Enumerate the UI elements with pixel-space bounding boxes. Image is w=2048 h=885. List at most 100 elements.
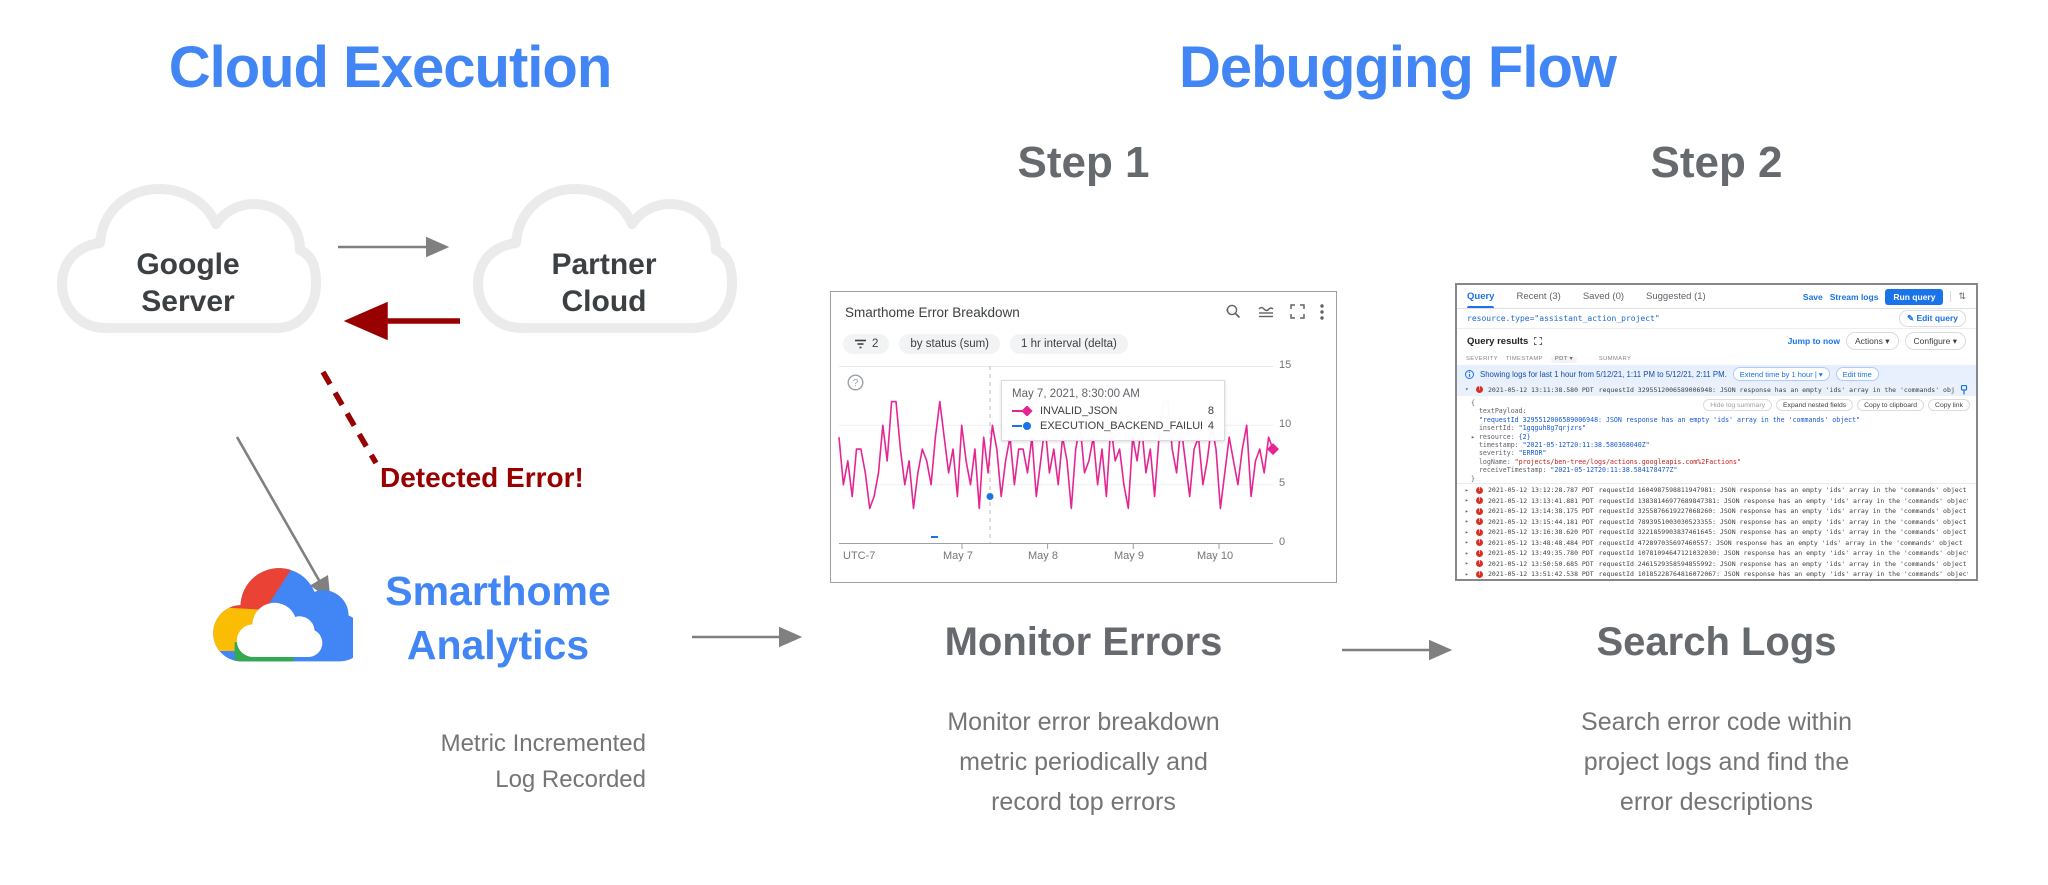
logs-explorer-panel: Query Recent (3) Saved (0) Suggested (1)…: [1455, 283, 1978, 581]
y-tick-15: 15: [1279, 359, 1292, 371]
help-icon[interactable]: ?: [847, 374, 864, 391]
x-tick-may10: May 10: [1197, 550, 1234, 562]
error-severity-icon: !: [1476, 518, 1483, 526]
log-entry-row[interactable]: ▸! 2021-05-12 13:48:48.484 PDT requestId 4…: [1457, 538, 1976, 549]
actions-dropdown[interactable]: Actions ▾: [1845, 332, 1899, 350]
expand-caret-icon[interactable]: ▸: [1465, 518, 1469, 526]
info-icon: [1465, 369, 1474, 379]
google-server-label: Google Server: [136, 247, 240, 319]
col-severity: SEVERITY: [1466, 356, 1498, 362]
timezone-chip[interactable]: PDT ▾: [1550, 355, 1577, 363]
kebab-menu-icon[interactable]: [1320, 303, 1324, 320]
json-line: logName: "projects/ben-tree/logs/actions…: [1471, 457, 1741, 466]
chart-tooltip: May 7, 2021, 8:30:00 AM INVALID_JSON 8 E…: [1001, 380, 1225, 441]
run-query-button[interactable]: Run query: [1885, 288, 1944, 305]
error-severity-icon: !: [1476, 570, 1483, 578]
log-entry-row-expanded[interactable]: ▾ ! 2021-05-12 13:11:38.580 PDT requestI…: [1457, 383, 1976, 396]
invalid-json-series-line: [838, 400, 1274, 510]
json-line-resource-expandable[interactable]: ▸ resource: {2}: [1471, 432, 1531, 441]
tab-saved[interactable]: Saved (0): [1582, 291, 1625, 302]
fullscreen-icon[interactable]: [1290, 304, 1305, 319]
monitor-errors-description: Monitor error breakdown metric periodica…: [947, 708, 1220, 816]
log-summary: requestId 13838146977689847381: JSON res…: [1598, 496, 1968, 505]
log-timestamp: 2021-05-12 13:48:48.484 PDT: [1488, 538, 1594, 547]
y-tick-10: 10: [1279, 418, 1292, 430]
time-range-text: Showing logs for last 1 hour from 5/12/2…: [1480, 369, 1727, 379]
error-severity-icon: !: [1476, 560, 1483, 568]
log-entry-row[interactable]: ▸! 2021-05-12 13:15:44.181 PDT requestId 7…: [1457, 517, 1976, 528]
svg-text:?: ?: [853, 378, 859, 389]
log-summary: requestId 3221859903837461645: JSON resp…: [1598, 528, 1967, 537]
error-severity-icon: !: [1476, 507, 1483, 515]
log-timestamp: 2021-05-12 13:14:38.175 PDT: [1488, 507, 1594, 516]
json-line: insertId: "1gqguh8g7qrjzrs": [1471, 424, 1587, 433]
save-button[interactable]: Save: [1802, 291, 1823, 302]
tab-suggested[interactable]: Suggested (1): [1646, 291, 1706, 302]
group-by-chip[interactable]: by status (sum): [899, 334, 1001, 354]
expand-caret-icon[interactable]: ▸: [1465, 549, 1469, 557]
log-entry-row[interactable]: ▸! 2021-05-12 13:14:38.175 PDT requestId 3…: [1457, 506, 1976, 517]
edit-time-button[interactable]: Edit time: [1835, 367, 1879, 381]
log-entry-row[interactable]: ▸! 2021-05-12 13:13:41.881 PDT requestId 1…: [1457, 496, 1976, 507]
query-text: resource.type="assistant_action_project": [1467, 314, 1660, 323]
smarthome-analytics-label: Smarthome Analytics: [385, 568, 611, 669]
log-summary: requestId 3295512006589006948: JSON resp…: [1598, 385, 1955, 394]
json-line: timestamp: "2021-05-12T20:11:38.58036804…: [1471, 441, 1650, 450]
log-entry-row[interactable]: ▸! 2021-05-12 13:49:35.780 PDT requestId 1…: [1457, 548, 1976, 559]
y-tick-5: 5: [1279, 477, 1286, 489]
copy-to-clipboard-button[interactable]: Copy to clipboard: [1857, 399, 1925, 411]
json-line: receiveTimestamp: "2021-05-12T20:11:38.5…: [1471, 466, 1678, 475]
pin-icon[interactable]: [1960, 384, 1968, 395]
log-timestamp: 2021-05-12 13:16:38.620 PDT: [1488, 528, 1594, 537]
log-timestamp: 2021-05-12 13:13:41.881 PDT: [1488, 496, 1594, 505]
error-severity-icon: !: [1476, 497, 1483, 505]
series-end-diamond-marker: [1267, 443, 1279, 456]
collapse-entry-caret-icon[interactable]: ▾: [1465, 386, 1469, 393]
extend-time-button[interactable]: Extend time by 1 hour | ▾: [1732, 367, 1830, 381]
log-entry-row[interactable]: ▸! 2021-05-12 13:50:50.685 PDT requestId 2…: [1457, 559, 1976, 570]
expanded-log-json: { textPayload: "requestId 32955120065890…: [1457, 396, 1976, 484]
log-timestamp: 2021-05-12 13:12:28.787 PDT: [1488, 486, 1594, 495]
log-summary: requestId 10185228764816072067: JSON res…: [1598, 570, 1968, 579]
cloud-execution-title: Cloud Execution: [168, 35, 613, 100]
log-rows-list: ▸! 2021-05-12 13:12:28.787 PDT requestId 1…: [1457, 484, 1976, 580]
tab-recent[interactable]: Recent (3): [1516, 291, 1561, 302]
filter-count-chip[interactable]: 2: [843, 334, 890, 354]
zoom-reset-icon[interactable]: [1225, 303, 1242, 320]
expand-caret-icon[interactable]: ▸: [1465, 560, 1469, 568]
copy-link-button[interactable]: Copy link: [1928, 399, 1970, 411]
time-range-info-bar: Showing logs for last 1 hour from 5/12/2…: [1457, 365, 1976, 383]
log-timestamp: 2021-05-12 13:51:42.538 PDT: [1488, 570, 1594, 579]
cloud-shape-icon: [473, 184, 737, 333]
expand-nested-fields-button[interactable]: Expand nested fields: [1776, 399, 1854, 411]
expand-caret-icon[interactable]: ▸: [1465, 570, 1469, 578]
edit-query-button[interactable]: ✎ Edit query: [1898, 310, 1966, 327]
query-editor-row[interactable]: resource.type="assistant_action_project"…: [1457, 309, 1976, 329]
log-summary: requestId 1604987598811947981: JSON resp…: [1598, 486, 1967, 495]
expand-caret-icon[interactable]: ▸: [1465, 486, 1469, 494]
json-line: {: [1471, 399, 1475, 407]
expand-caret-icon[interactable]: ▸: [1465, 507, 1469, 515]
log-entry-row[interactable]: ▸! 2021-05-12 13:51:42.538 PDT requestId 1…: [1457, 569, 1976, 580]
expand-caret-icon[interactable]: ▸: [1465, 497, 1469, 505]
pink-diamond-legend-icon: [1012, 406, 1033, 416]
hide-log-summary-button[interactable]: Hide log summary: [1703, 399, 1773, 411]
jump-to-now-button[interactable]: Jump to now: [1787, 336, 1840, 346]
log-entry-row[interactable]: ▸! 2021-05-12 13:16:38.620 PDT requestId 3…: [1457, 527, 1976, 538]
waves-icon[interactable]: [1257, 305, 1275, 319]
log-summary: requestId 7893951003030523355: JSON resp…: [1598, 517, 1967, 526]
configure-dropdown[interactable]: Configure ▾: [1904, 332, 1966, 350]
expand-caret-icon[interactable]: ▸: [1465, 539, 1469, 547]
x-tick-may8: May 8: [1028, 550, 1058, 562]
expand-results-icon[interactable]: [1534, 337, 1543, 345]
analytics-caption: Metric Incremented Log Recorded: [440, 730, 646, 793]
stream-logs-button[interactable]: Stream logs: [1829, 291, 1879, 302]
expand-caret-icon[interactable]: ▸: [1465, 528, 1469, 536]
cloud-shape-icon: [57, 184, 321, 333]
blue-circle-legend-icon: [1012, 422, 1031, 430]
tab-query[interactable]: Query: [1467, 285, 1495, 308]
log-entry-row[interactable]: ▸! 2021-05-12 13:12:28.787 PDT requestId 1…: [1457, 485, 1976, 496]
interval-chip[interactable]: 1 hr interval (delta): [1010, 334, 1128, 354]
collapse-panel-icon[interactable]: ⇅: [1950, 291, 1966, 302]
